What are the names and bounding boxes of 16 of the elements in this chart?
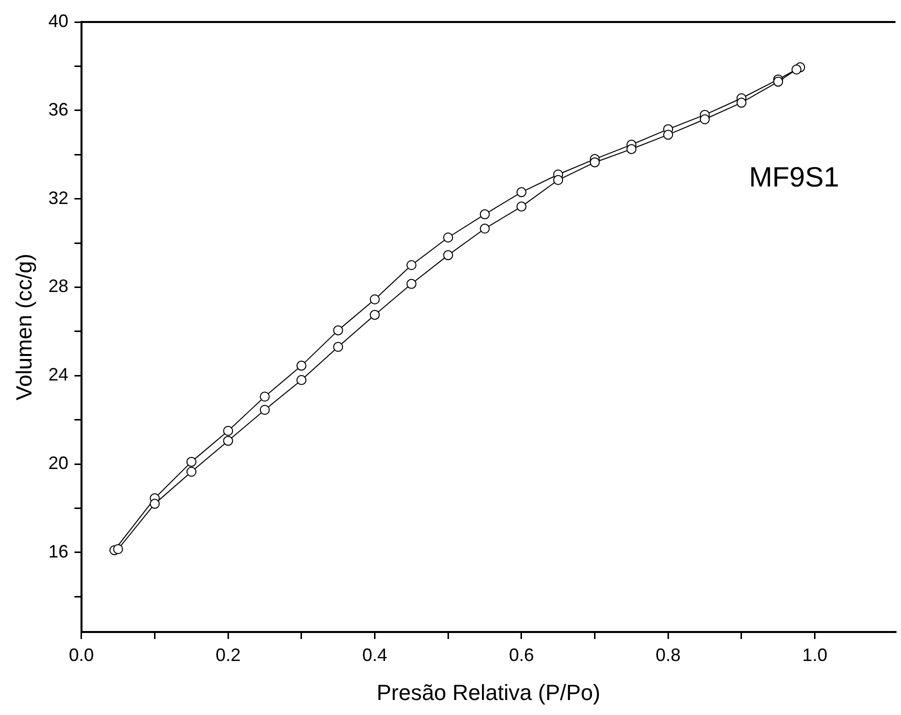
x-axis-title: Presão Relativa (P/Po) (376, 680, 600, 705)
y-tick-label: 32 (48, 188, 68, 208)
y-tick-label: 20 (48, 453, 68, 473)
x-tick-label: 1.0 (802, 644, 828, 665)
annotation: MF9S1 (748, 162, 840, 193)
y-tick-label: 24 (48, 364, 68, 385)
x-tick-label: 0.4 (362, 644, 388, 665)
y-tick-label: 36 (48, 99, 68, 120)
x-tick-label: 0.8 (656, 644, 681, 665)
x-tick-label: 0.0 (68, 644, 94, 665)
x-tick-label: 0.6 (508, 644, 534, 665)
y-tick-label: 16 (48, 541, 68, 562)
y-tick-label: 28 (48, 276, 68, 296)
y-tick-label: 40 (48, 10, 68, 31)
x-tick-label: 0.2 (216, 644, 241, 665)
y-axis-title: Volumen (cc/g) (11, 254, 36, 400)
